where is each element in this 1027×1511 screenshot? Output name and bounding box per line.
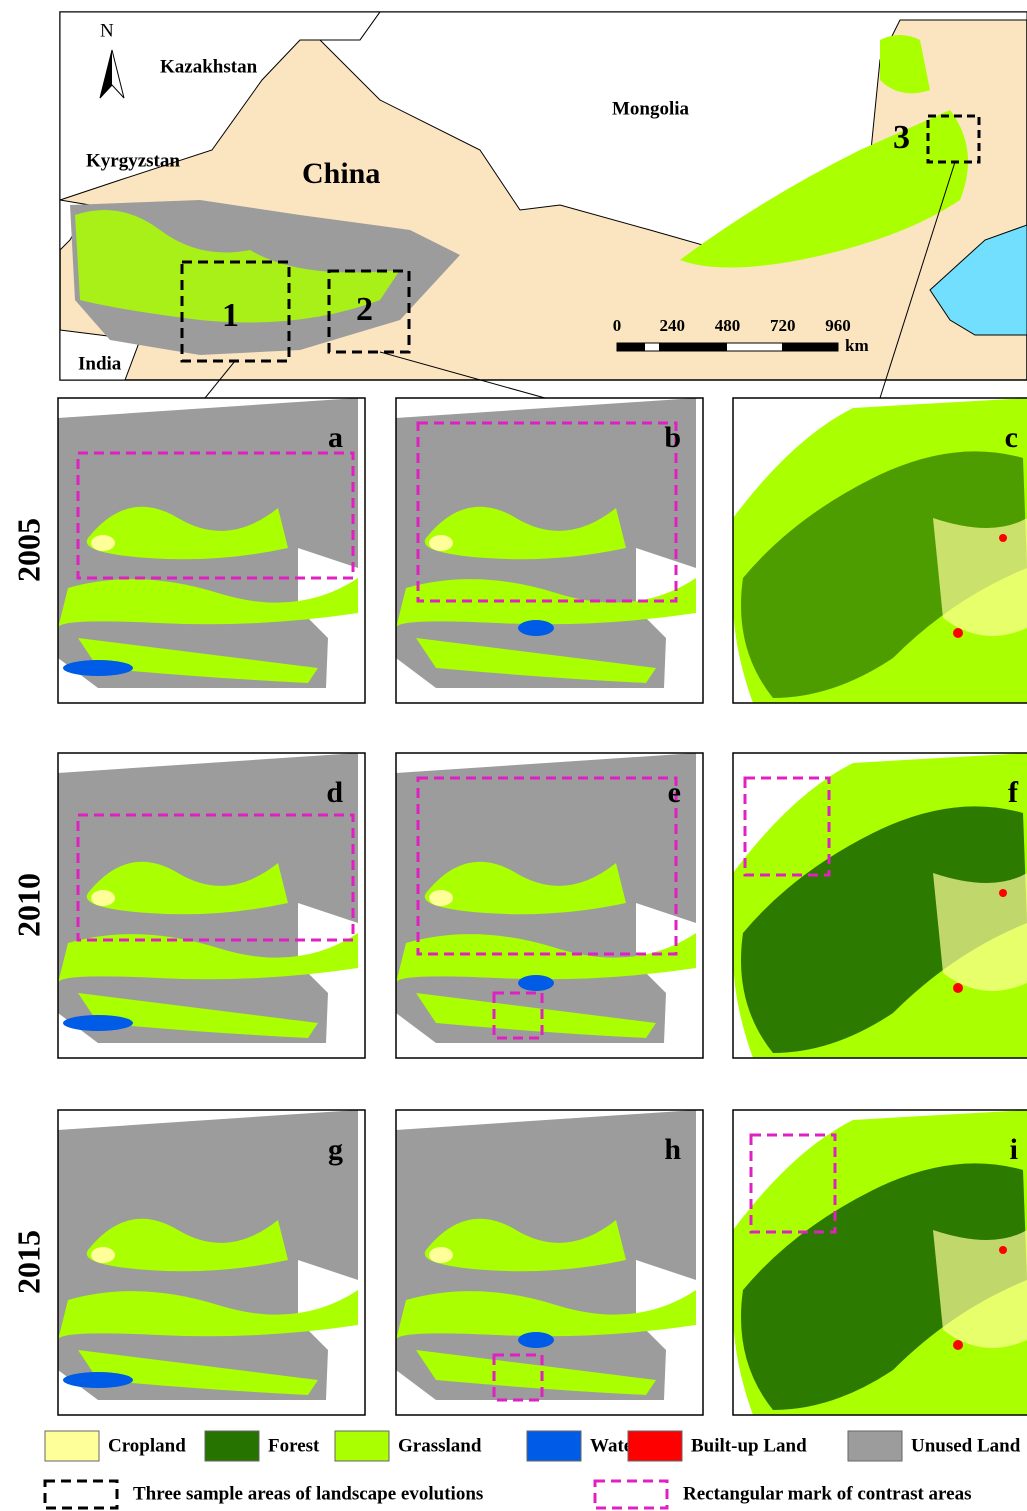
panel-label: d <box>326 776 343 809</box>
country-label: Mongolia <box>612 98 690 119</box>
legend-swatch <box>335 1431 389 1461</box>
scale-bar-seg <box>617 343 645 351</box>
built-up <box>999 534 1007 542</box>
scale-tick-label: 720 <box>770 316 796 335</box>
sample-label: 1 <box>222 297 239 334</box>
year-label: 2015 <box>10 1230 46 1294</box>
legend-label: Built-up Land <box>691 1435 807 1456</box>
panel: c <box>733 398 1027 703</box>
panel: h <box>396 1110 703 1415</box>
cropland <box>429 890 453 906</box>
figure: N Kazakhstan Mongolia Kyrgyzstan China I… <box>0 0 1027 1511</box>
built-up <box>999 1246 1007 1254</box>
panels: a b c d e f g h i <box>58 398 1027 1415</box>
legend-swatch <box>848 1431 902 1461</box>
cropland <box>429 535 453 551</box>
panel-label: f <box>1008 776 1019 809</box>
country-label: Kyrgyzstan <box>86 150 180 171</box>
legend-label: Cropland <box>108 1435 186 1456</box>
scale-tick-label: 480 <box>715 316 741 335</box>
year-label: 2010 <box>10 873 46 937</box>
water <box>63 660 133 676</box>
legend-swatch <box>45 1431 99 1461</box>
legend-swatch <box>628 1431 682 1461</box>
legend-label: Unused Land <box>911 1435 1021 1456</box>
panel-label: a <box>328 421 343 454</box>
scale-tick-label: 240 <box>660 316 686 335</box>
cropland <box>429 1247 453 1263</box>
built-up <box>999 889 1007 897</box>
legend-label: Rectangular mark of contrast areas <box>683 1483 971 1504</box>
country-label: India <box>78 353 122 374</box>
cropland <box>91 1247 115 1263</box>
legend-box <box>595 1481 667 1508</box>
water <box>63 1015 133 1031</box>
panel-label: e <box>668 776 681 809</box>
overview-map: N Kazakhstan Mongolia Kyrgyzstan China I… <box>60 12 1027 398</box>
country-label: China <box>302 157 380 190</box>
legend-label: Grassland <box>398 1435 482 1456</box>
built-up <box>953 1340 963 1350</box>
cropland <box>91 535 115 551</box>
panel-label: i <box>1010 1133 1018 1166</box>
legend-swatch <box>527 1431 581 1461</box>
panel: a <box>58 398 365 703</box>
panel-label: c <box>1005 421 1018 454</box>
legend-label: Three sample areas of landscape evolutio… <box>133 1483 483 1504</box>
panel-label: b <box>664 421 681 454</box>
legend-label: Forest <box>268 1435 320 1456</box>
scale-bar-seg <box>659 343 673 351</box>
built-up <box>953 983 963 993</box>
water <box>518 620 554 636</box>
scale-tick-label: 0 <box>613 316 622 335</box>
water <box>518 975 554 991</box>
scale-unit: km <box>845 336 869 355</box>
sample-label: 3 <box>893 119 910 156</box>
panel: d <box>58 753 365 1058</box>
cropland <box>933 518 1027 636</box>
country-label: Kazakhstan <box>160 56 258 77</box>
panel-label: g <box>328 1133 343 1166</box>
legend-box <box>45 1481 117 1508</box>
panel-label: h <box>664 1133 681 1166</box>
legend-swatch <box>205 1431 259 1461</box>
sample-label: 2 <box>356 291 373 328</box>
water <box>518 1332 554 1348</box>
water <box>63 1372 133 1388</box>
panel: g <box>58 1110 365 1415</box>
scale-bar-seg <box>782 343 838 351</box>
panel: e <box>396 753 703 1058</box>
cropland <box>91 890 115 906</box>
panel: i <box>733 1110 1027 1415</box>
north-label: N <box>100 20 114 41</box>
panel: f <box>733 753 1027 1058</box>
panel: b <box>396 398 703 703</box>
built-up <box>953 628 963 638</box>
legend: CroplandForestGrasslandWaterBuilt-up Lan… <box>45 1431 1021 1508</box>
cropland <box>933 873 1027 991</box>
year-label: 2005 <box>10 518 46 582</box>
cropland <box>933 1230 1027 1348</box>
scale-tick-label: 960 <box>825 316 851 335</box>
scale-bar-seg <box>672 343 727 351</box>
